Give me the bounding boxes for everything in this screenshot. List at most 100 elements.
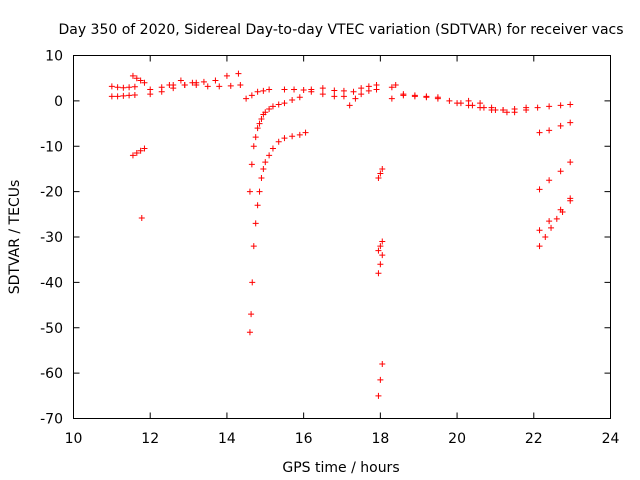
x-tick-label: 24 [602,431,620,447]
y-tick-label: -30 [40,230,63,246]
data-point [158,88,165,95]
data-point [243,95,250,102]
series-sat-u [388,81,399,91]
data-point [289,96,296,103]
series-sat-c [129,72,148,86]
data-point [126,84,133,91]
data-point [548,224,555,231]
y-tick-label: -40 [40,275,63,291]
y-tick-label: -20 [40,185,63,201]
data-point [375,175,382,182]
series-sat-aa [536,159,574,193]
data-point [260,165,267,172]
data-point [289,133,296,140]
data-point [546,177,553,184]
data-point [350,88,357,95]
data-point [511,109,518,116]
x-tick-label: 16 [295,431,313,447]
data-point [254,202,261,209]
data-point [120,92,127,99]
data-point [308,86,315,93]
data-point [248,161,255,168]
x-tick-label: 22 [525,431,543,447]
data-point [365,83,372,90]
data-point [546,127,553,134]
data-point [252,220,259,227]
y-tick-label: -50 [40,321,63,337]
series-sat-z [536,119,574,136]
data-point [557,168,564,175]
y-tick-label: -60 [40,366,63,382]
data-point [177,77,184,84]
data-point [129,72,136,79]
data-point [235,70,242,77]
data-point [446,97,453,104]
data-point [488,104,495,111]
data-point [567,197,574,204]
data-point [266,106,273,113]
data-point [542,234,549,240]
data-point [258,175,265,182]
data-point [392,81,399,88]
data-point [477,100,484,107]
x-tick-label: 20 [448,431,466,447]
data-point [227,82,234,89]
series-sat-w [400,91,510,116]
data-point [500,106,507,113]
data-point [170,85,177,92]
y-tick-label: 0 [54,94,63,110]
data-point [557,102,564,109]
data-point [237,81,244,88]
data-point [216,83,223,90]
data-point [434,94,441,101]
x-tick-label: 14 [218,431,236,447]
data-point [256,188,263,195]
series-sat-l [281,86,307,93]
y-axis-label: SDTVAR / TECUs [7,180,23,295]
data-point [260,87,267,94]
data-point [465,97,472,104]
data-point [536,227,543,234]
data-point [377,170,384,177]
data-point [375,270,382,277]
data-point [249,279,256,286]
data-point [262,109,269,116]
data-point [352,95,359,102]
y-axis: 10 0 -10 -20 -30 -40 -50 -60 -70 [40,49,611,428]
y-tick-label: -10 [40,139,63,155]
series-sat-i [243,86,273,102]
data-point [302,129,309,136]
x-tick-label: 12 [141,431,159,447]
data-point [138,214,145,221]
data-point [536,186,543,193]
data-point [108,83,115,90]
data-point [281,100,288,107]
data-point [503,109,510,116]
data-point [557,122,564,129]
data-point [141,79,148,86]
data-point [252,134,259,141]
data-point [523,106,530,113]
data-point [269,103,276,110]
data-point [200,78,207,85]
data-point [400,91,407,98]
data-point [423,93,430,100]
data-point [411,92,418,99]
data-point [266,86,273,93]
data-point [340,93,347,100]
data-point [246,329,253,336]
series-sat-b [108,91,138,100]
series-sat-o [346,86,380,109]
data-point [254,88,261,95]
data-point [377,243,384,250]
data-point [379,238,386,245]
data-point [379,165,386,172]
series-sat-y [465,97,574,116]
series-sat-g [147,79,200,98]
data-point [331,93,338,100]
data-point [291,86,298,93]
data-point [181,81,188,88]
series-sat-q [375,165,386,182]
chart-title: Day 350 of 2020, Sidereal Day-to-day VTE… [58,22,623,38]
